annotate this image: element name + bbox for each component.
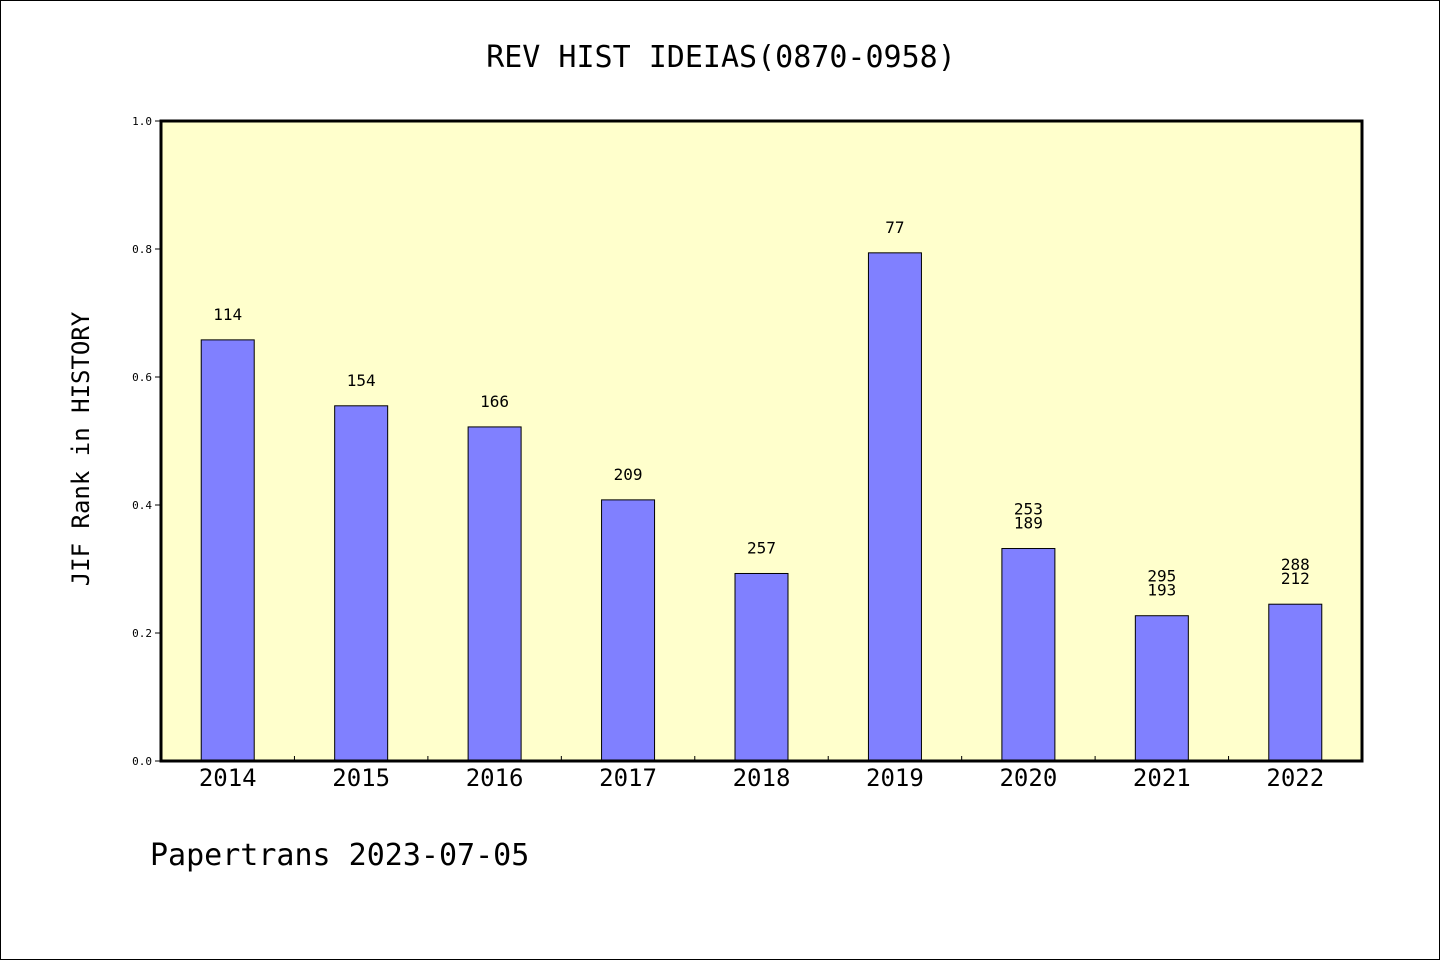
x-tick-label: 2017 — [599, 764, 657, 792]
x-tick-label: 2016 — [466, 764, 524, 792]
y-tick-label: 0.6 — [132, 371, 152, 384]
data-label: 295 — [1147, 567, 1176, 586]
y-tick-label: 0.0 — [132, 755, 152, 768]
bar-2018 — [734, 572, 789, 762]
x-tick-label: 2019 — [866, 764, 924, 792]
x-tick-label: 2015 — [332, 764, 390, 792]
bar-2019 — [867, 252, 922, 762]
data-label: 193 — [1147, 581, 1176, 600]
data-label: 212 — [1281, 569, 1310, 588]
footer-credit: Papertrans 2023-07-05 — [150, 838, 529, 873]
x-tick-label: 2014 — [199, 764, 257, 792]
y-tick-label: 1.0 — [132, 115, 152, 128]
chart-title: REV HIST IDEIAS(0870-0958) — [486, 40, 956, 75]
x-axis: 2014 2015 2016 2017 2018 2019 2020 2021 2022 — [199, 756, 1324, 792]
data-label: 253 — [1014, 500, 1043, 519]
data-label: 209 — [614, 465, 643, 484]
bar-2020 — [1001, 548, 1056, 762]
bar-2022 — [1268, 603, 1323, 762]
data-label: 288 — [1281, 555, 1310, 574]
x-tick-label: 2018 — [733, 764, 791, 792]
y-tick-label: 0.8 — [132, 243, 152, 256]
data-label: 166 — [480, 392, 509, 411]
data-label: 189 — [1014, 514, 1043, 533]
bar-2016 — [467, 426, 522, 762]
data-label: 114 — [213, 305, 242, 324]
x-tick-label: 2021 — [1133, 764, 1191, 792]
y-tick-label: 0.2 — [132, 627, 152, 640]
x-tick-label: 2020 — [999, 764, 1057, 792]
x-tick-label: 2022 — [1266, 764, 1324, 792]
y-axis: 0.0 0.2 0.4 0.6 0.8 1.0 — [132, 115, 161, 768]
y-tick-label: 0.4 — [132, 499, 152, 512]
y-axis-label: JIF Rank in HISTORY — [67, 311, 95, 586]
plot-border — [159, 119, 1364, 763]
bar-2015 — [334, 405, 389, 762]
bar-2017 — [601, 499, 656, 762]
data-label: 77 — [885, 218, 904, 237]
data-label: 154 — [347, 371, 376, 390]
bar-2014 — [200, 339, 255, 762]
bar-2021 — [1134, 615, 1189, 762]
data-label: 257 — [747, 538, 776, 557]
